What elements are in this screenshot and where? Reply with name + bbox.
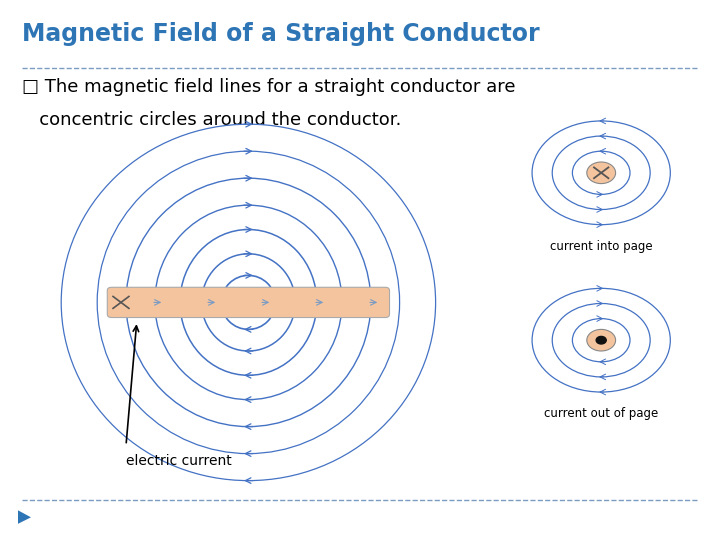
Text: □ The magnetic field lines for a straight conductor are: □ The magnetic field lines for a straigh…: [22, 78, 515, 96]
FancyBboxPatch shape: [107, 287, 390, 318]
Text: current into page: current into page: [550, 240, 652, 253]
Circle shape: [587, 329, 616, 351]
Text: electric current: electric current: [126, 454, 232, 468]
Polygon shape: [18, 510, 31, 524]
Text: Magnetic Field of a Straight Conductor: Magnetic Field of a Straight Conductor: [22, 22, 539, 45]
Circle shape: [596, 336, 606, 344]
Text: current out of page: current out of page: [544, 407, 658, 420]
Text: concentric circles around the conductor.: concentric circles around the conductor.: [22, 111, 401, 129]
Circle shape: [587, 162, 616, 184]
